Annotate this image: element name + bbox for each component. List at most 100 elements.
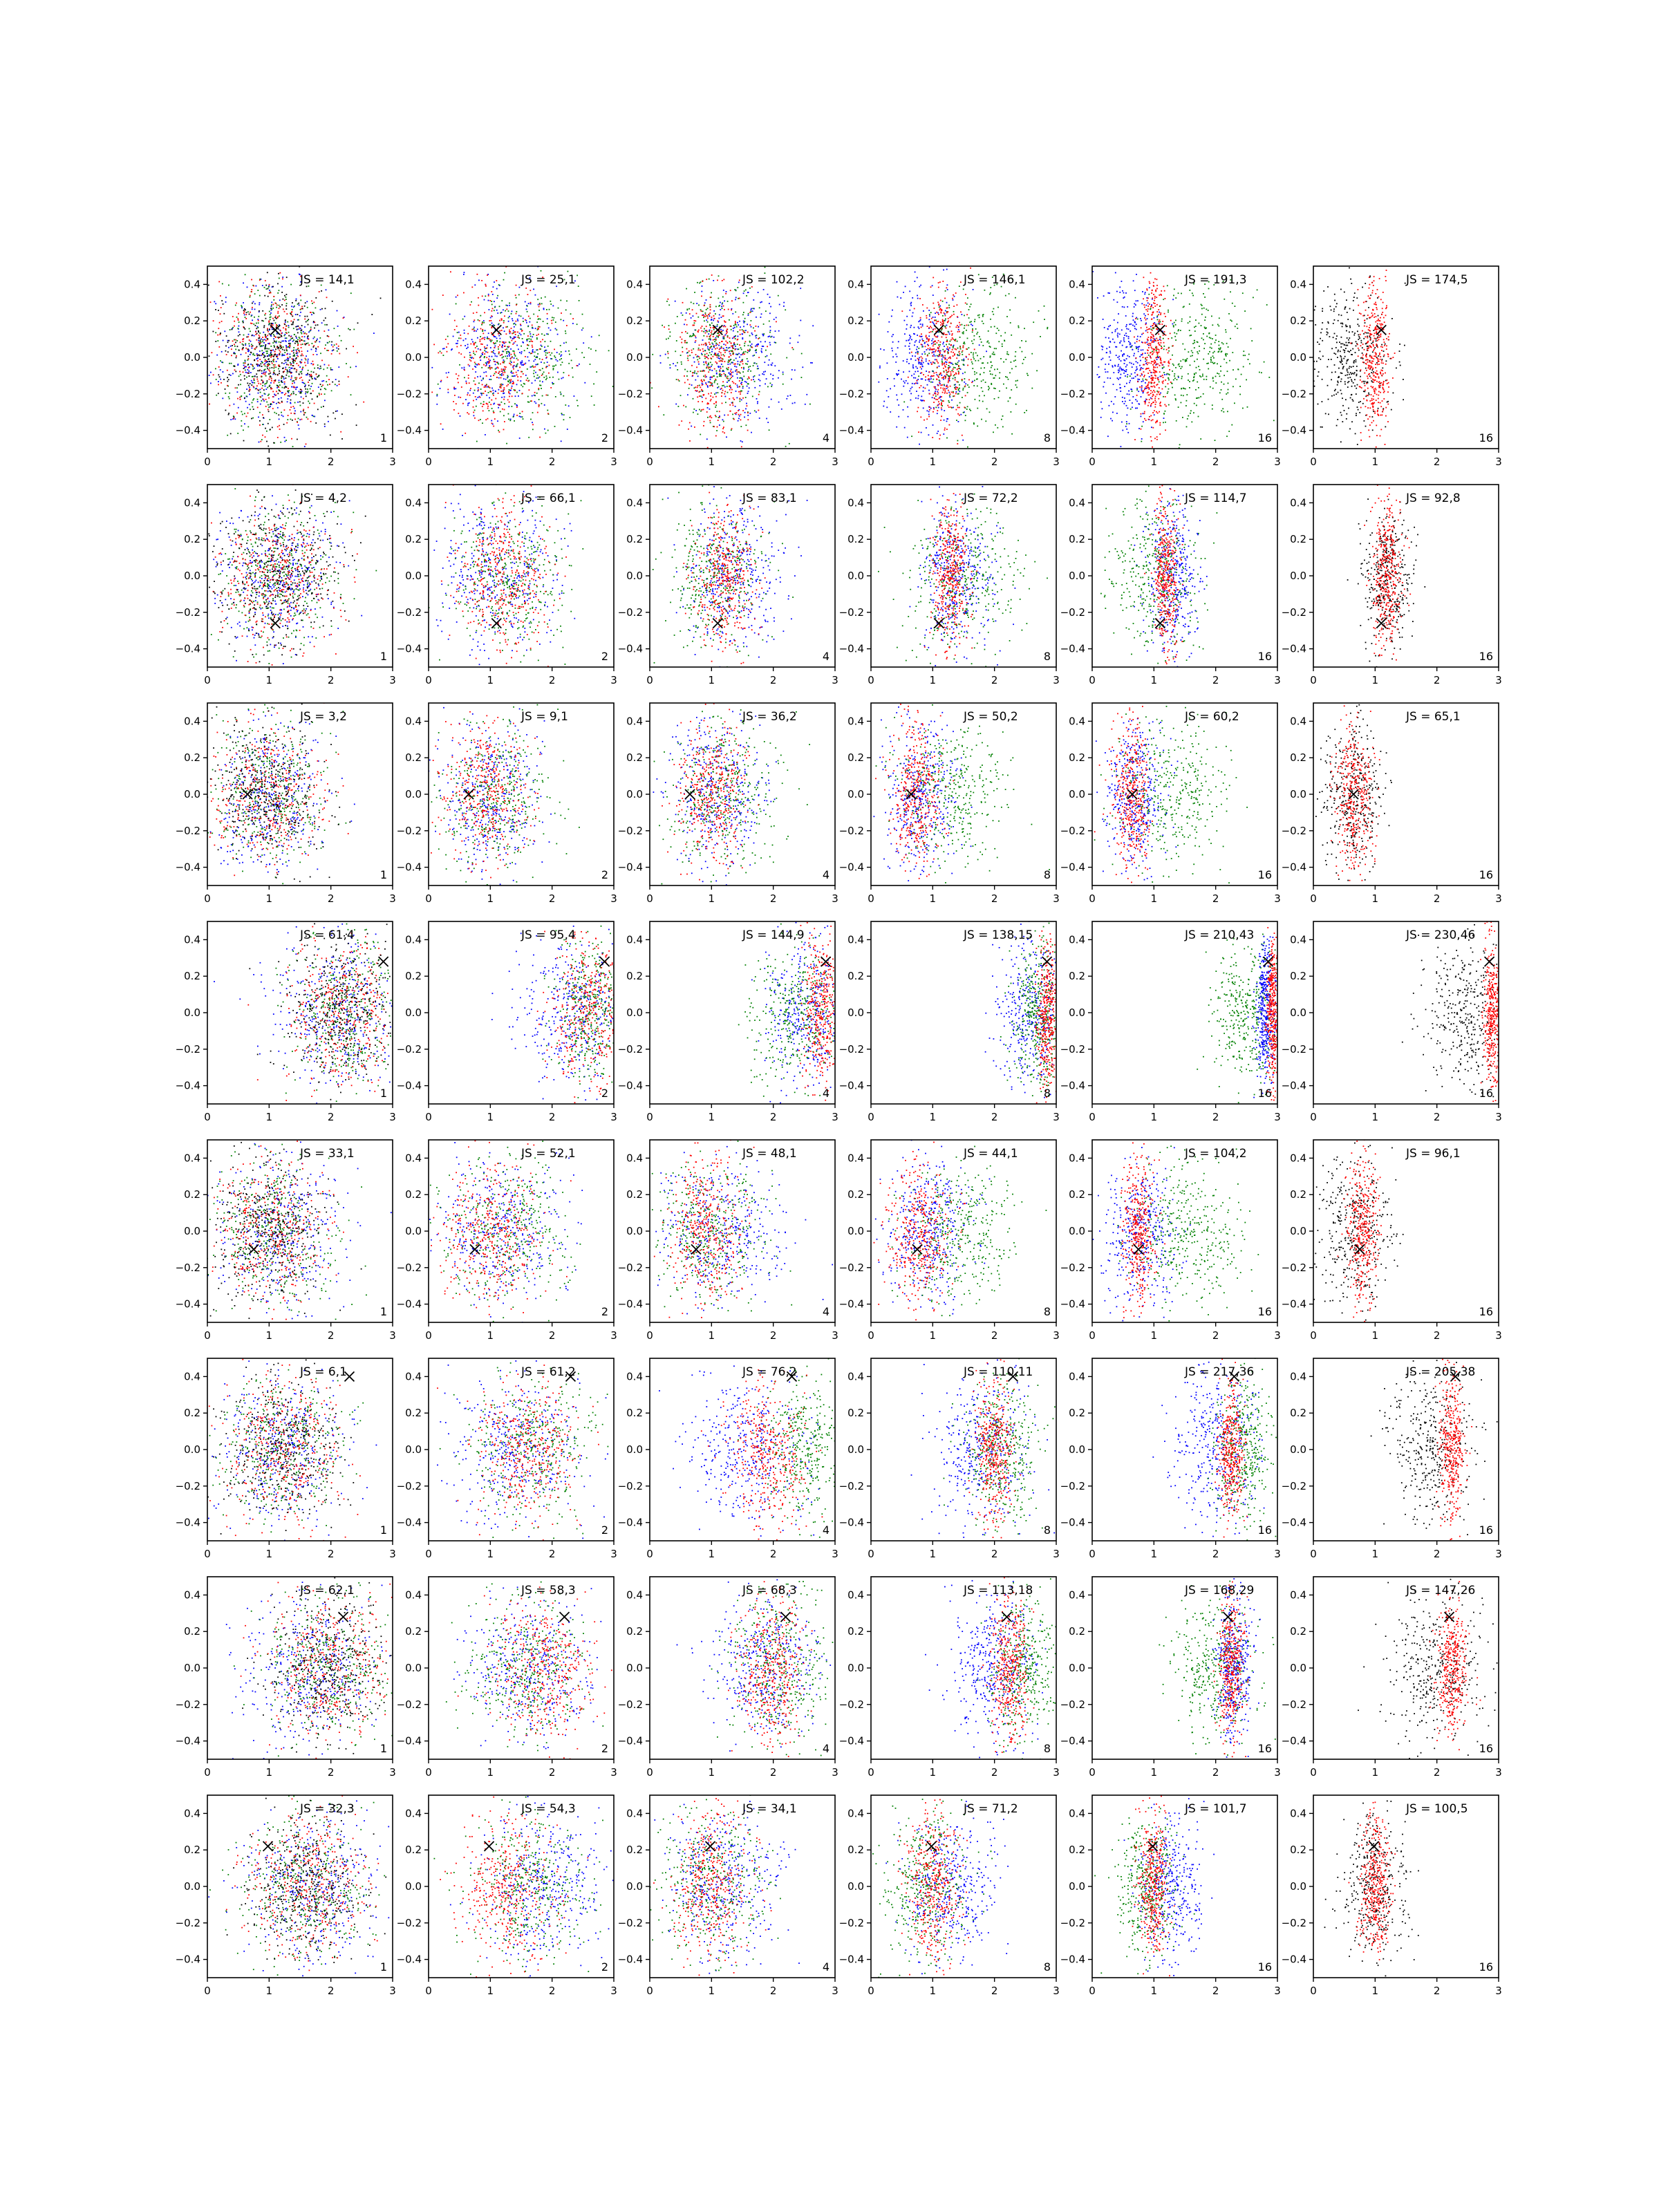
scatter-point [270,309,272,311]
scatter-point [545,375,547,377]
scatter-point [506,442,507,444]
scatter-point [512,416,514,418]
scatter-point [308,373,310,375]
scatter-point [695,390,697,391]
scatter-point [726,349,728,351]
scatter-point [694,292,695,293]
scatter-point [252,386,254,388]
scatter-point [675,340,677,341]
scatter-point [947,404,949,406]
scatter-point [262,337,263,338]
scatter-point [962,373,964,375]
scatter-point [990,326,992,328]
scatter-point [259,411,261,413]
scatter-point [252,364,254,366]
scatter-point [503,409,505,411]
scatter-point [265,344,266,346]
scatter-point [741,382,742,384]
scatter-point [260,279,262,280]
scatter-point [494,343,495,344]
scatter-point [719,424,720,426]
scatter-point [919,341,920,343]
scatter-point [312,303,313,304]
scatter-point [687,352,688,353]
scatter-point [966,303,968,305]
scatter-point [996,283,998,285]
y-tick-label: 0.2 [626,315,643,327]
scatter-point [949,340,951,342]
scatter-point [516,357,518,359]
scatter-point [458,331,460,333]
scatter-point [583,342,585,344]
scatter-point [301,339,303,341]
scatter-point [355,424,357,427]
scatter-point [733,326,735,328]
scatter-point [720,328,722,330]
scatter-point [561,362,563,364]
scatter-point [493,352,494,354]
scatter-point [918,359,919,362]
scatter-point [556,352,558,353]
scatter-point [938,397,940,399]
scatter-point [1024,357,1027,358]
scatter-point [740,326,741,328]
scatter-point [927,344,928,346]
scatter-point [715,370,718,372]
scatter-point [791,402,794,404]
scatter-point [715,402,717,404]
scatter-point [928,380,930,382]
scatter-point [480,388,482,390]
scatter-point [270,350,272,351]
scatter-point [924,400,925,402]
scatter-point [709,385,711,386]
scatter-point [739,398,741,400]
scatter-point [1027,375,1029,376]
scatter-point [343,317,345,318]
scatter-point [1008,293,1010,294]
scatter-point [452,335,454,337]
scatter-point [722,431,724,433]
scatter-point [256,339,258,341]
scatter-point [918,431,919,433]
scatter-point [501,371,503,372]
scatter-point [709,324,711,326]
scatter-point [756,368,758,370]
scatter-point [516,344,518,346]
scatter-point [797,341,799,344]
scatter-point [716,356,718,358]
scatter-point [705,356,707,357]
scatter-point [944,388,946,390]
scatter-point [979,336,980,337]
scatter-point [543,335,545,336]
scatter-point [320,353,321,355]
scatter-point [700,349,701,351]
scatter-point [264,436,266,438]
scatter-point [480,402,482,404]
scatter-point [560,440,562,442]
scatter-point [294,402,296,404]
scatter-point [707,348,709,350]
scatter-point [727,375,729,377]
scatter-point [272,285,274,288]
scatter-point [260,363,262,365]
scatter-point [787,395,789,397]
scatter-point [338,384,340,385]
scatter-point [461,367,463,369]
scatter-point [936,359,937,361]
scatter-point [713,326,715,328]
scatter-point [453,329,456,330]
scatter-point [244,423,245,425]
scatter-point [718,355,720,357]
scatter-point [275,341,277,344]
scatter-point [747,378,749,380]
scatter-point [493,425,495,427]
scatter-point [919,443,920,445]
scatter-point [730,374,732,376]
scatter-point [248,345,250,347]
scatter-point [719,358,721,359]
scatter-point [948,424,950,426]
scatter-point [437,383,439,385]
scatter-point [262,424,263,425]
scatter-point [500,368,503,370]
scatter-point [484,330,486,332]
